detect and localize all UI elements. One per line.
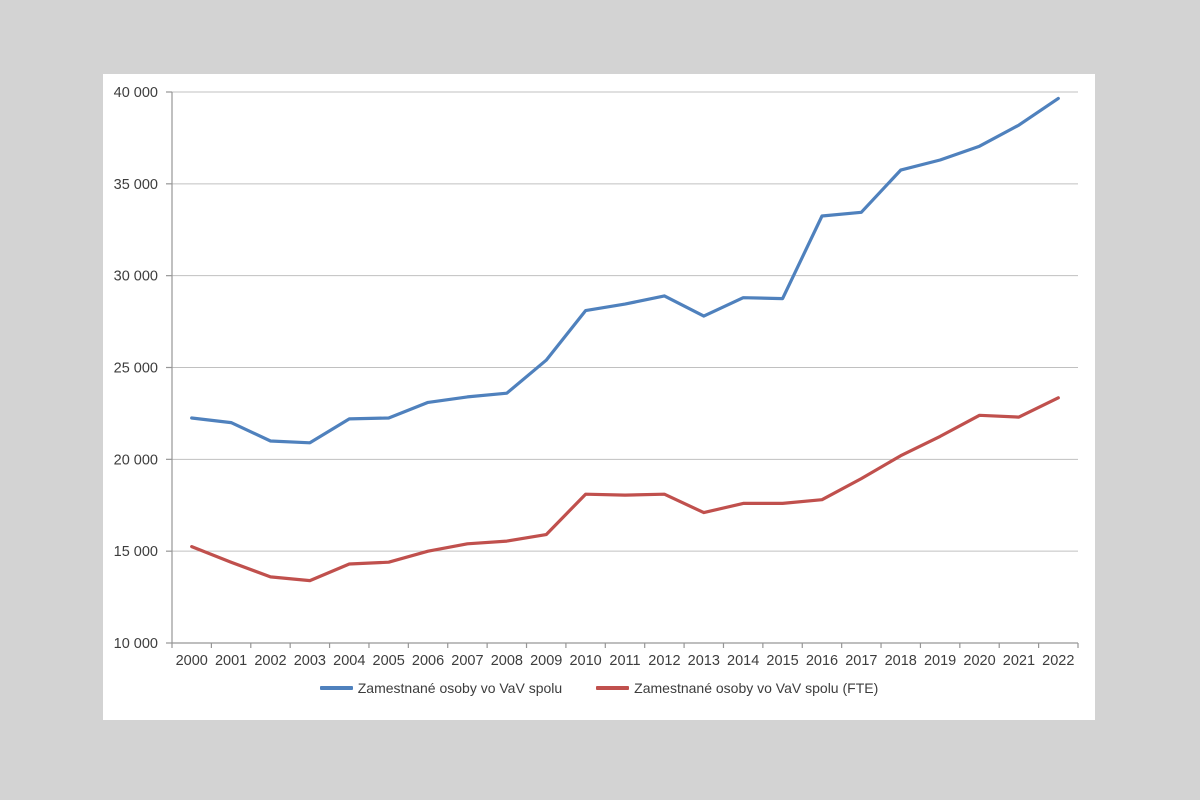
y-axis-label: 10 000 <box>114 636 158 652</box>
x-axis-label: 2005 <box>373 653 405 669</box>
x-axis-label: 2006 <box>412 653 444 669</box>
x-axis-label: 2021 <box>1003 653 1035 669</box>
series-line-total <box>190 96 1060 445</box>
x-axis-label: 2002 <box>254 653 286 669</box>
y-axis-label: 40 000 <box>114 85 158 101</box>
x-axis-label: 2004 <box>333 653 365 669</box>
x-axis-label: 2020 <box>963 653 995 669</box>
x-axis-label: 2012 <box>648 653 680 669</box>
y-axis-label: 30 000 <box>114 269 158 285</box>
y-axis-label: 35 000 <box>114 177 158 193</box>
x-axis-label: 2013 <box>688 653 720 669</box>
series-line-fte <box>190 396 1060 583</box>
x-axis-label: 2016 <box>806 653 838 669</box>
x-axis-label: 2015 <box>766 653 798 669</box>
x-axis-label: 2022 <box>1042 653 1074 669</box>
chart-panel: 10 000 15 000 20 000 25 000 30 000 35 000 40 0… <box>103 74 1095 720</box>
x-axis-label: 2019 <box>924 653 956 669</box>
x-axis-label: 2017 <box>845 653 877 669</box>
y-axis-label: 25 000 <box>114 361 158 377</box>
x-axis-label: 2001 <box>215 653 247 669</box>
x-axis-label: 2010 <box>569 653 601 669</box>
x-axis-label: 2000 <box>176 653 208 669</box>
x-axis-label: 2007 <box>451 653 483 669</box>
x-axis-label: 2003 <box>294 653 326 669</box>
x-axis-label: 2011 <box>609 653 640 669</box>
y-axis-label: 15 000 <box>114 544 158 560</box>
y-axis-label: 20 000 <box>114 452 158 468</box>
x-axis-label: 2018 <box>885 653 917 669</box>
x-axis-label: 2014 <box>727 653 759 669</box>
rd-employment-line-chart: 10 000 15 000 20 000 25 000 30 000 35 000 40 0… <box>114 85 1079 669</box>
x-axis-label: 2008 <box>491 653 523 669</box>
x-axis-label: 2009 <box>530 653 562 669</box>
